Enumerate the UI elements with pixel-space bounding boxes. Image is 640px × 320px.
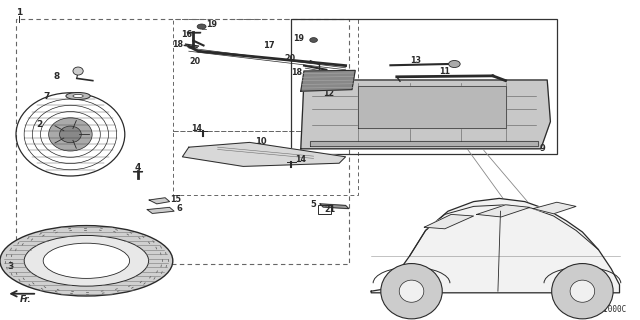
Text: 11: 11 bbox=[439, 67, 451, 76]
Text: 18: 18 bbox=[172, 40, 183, 49]
Polygon shape bbox=[371, 198, 620, 293]
Text: 14: 14 bbox=[191, 124, 203, 132]
Text: 19: 19 bbox=[205, 20, 217, 29]
Ellipse shape bbox=[449, 60, 460, 68]
Text: 20: 20 bbox=[189, 57, 201, 66]
Text: 4: 4 bbox=[134, 163, 141, 172]
Text: 10: 10 bbox=[255, 137, 267, 146]
Ellipse shape bbox=[24, 236, 148, 286]
Text: 21: 21 bbox=[324, 205, 335, 214]
Text: 14: 14 bbox=[295, 155, 307, 164]
Polygon shape bbox=[320, 204, 349, 209]
Text: 18: 18 bbox=[291, 68, 302, 77]
Polygon shape bbox=[301, 80, 550, 149]
Ellipse shape bbox=[66, 92, 90, 100]
Text: 13: 13 bbox=[410, 56, 422, 65]
Ellipse shape bbox=[399, 280, 424, 302]
Text: 7: 7 bbox=[44, 92, 50, 100]
Polygon shape bbox=[533, 202, 576, 214]
Polygon shape bbox=[477, 205, 530, 217]
Text: 19: 19 bbox=[292, 34, 304, 43]
Ellipse shape bbox=[570, 280, 595, 302]
Text: 20: 20 bbox=[284, 54, 296, 63]
Ellipse shape bbox=[0, 226, 173, 296]
Text: 17: 17 bbox=[263, 41, 275, 50]
Ellipse shape bbox=[43, 243, 130, 278]
Text: 8: 8 bbox=[53, 72, 60, 81]
Polygon shape bbox=[301, 70, 355, 91]
Ellipse shape bbox=[73, 67, 83, 75]
Bar bbox=[318, 205, 331, 214]
Text: 5: 5 bbox=[310, 200, 317, 209]
Text: 2: 2 bbox=[36, 120, 43, 129]
Text: 3: 3 bbox=[8, 262, 14, 271]
Ellipse shape bbox=[381, 264, 442, 319]
Ellipse shape bbox=[552, 264, 613, 319]
Text: 6: 6 bbox=[176, 204, 182, 213]
Polygon shape bbox=[182, 142, 346, 166]
Polygon shape bbox=[424, 214, 474, 229]
Ellipse shape bbox=[49, 118, 92, 151]
Ellipse shape bbox=[73, 94, 83, 98]
Text: Fr.: Fr. bbox=[20, 295, 31, 304]
Text: 12: 12 bbox=[323, 89, 334, 98]
Text: 9: 9 bbox=[540, 144, 545, 153]
Text: TY24Z1000C: TY24Z1000C bbox=[581, 305, 627, 314]
Ellipse shape bbox=[197, 24, 206, 29]
Polygon shape bbox=[358, 86, 506, 128]
Polygon shape bbox=[147, 207, 174, 213]
Polygon shape bbox=[310, 141, 538, 146]
Text: 15: 15 bbox=[170, 195, 182, 204]
Polygon shape bbox=[149, 198, 170, 204]
Ellipse shape bbox=[310, 38, 317, 43]
Text: 1: 1 bbox=[16, 8, 22, 17]
Ellipse shape bbox=[60, 126, 81, 143]
Text: 16: 16 bbox=[181, 30, 193, 39]
